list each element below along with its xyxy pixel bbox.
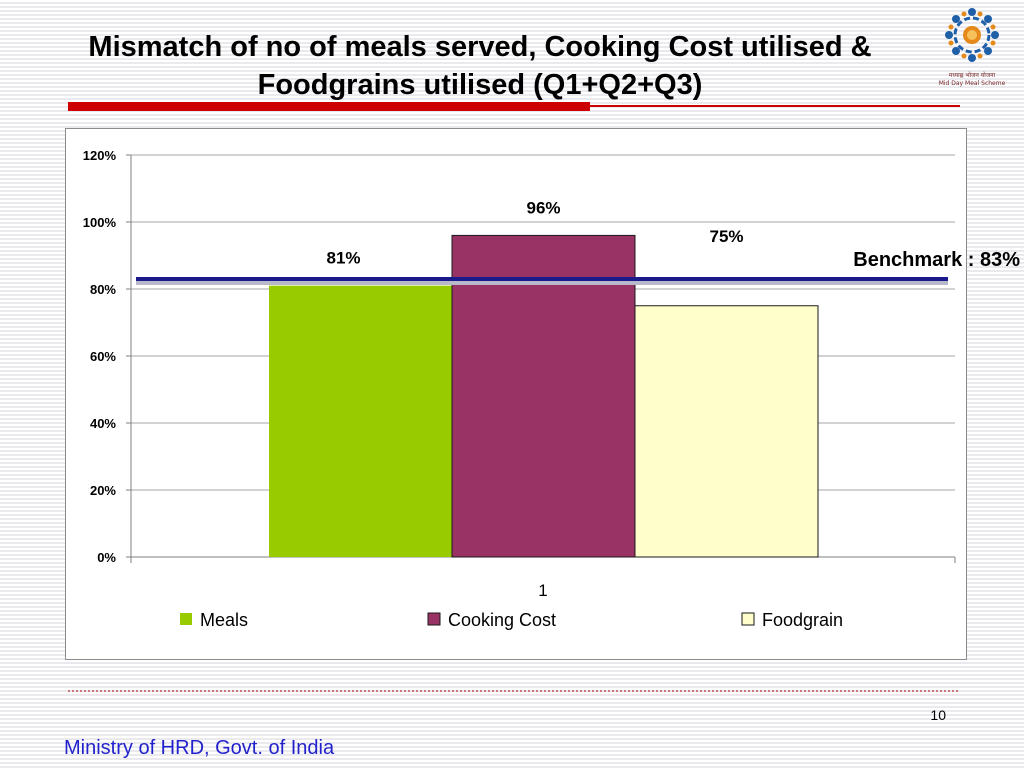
legend-swatch-foodgrain <box>741 612 755 626</box>
mid-day-meal-logo: मध्याह्न भोजन योजना Mid Day Meal Scheme <box>936 2 1008 98</box>
slide-title-line-2: Foodgrains utilised (Q1+Q2+Q3) <box>257 69 703 101</box>
data-label-cooking-cost: 96% <box>526 198 560 217</box>
data-label-foodgrain: 75% <box>709 227 743 246</box>
y-tick-label: 100% <box>83 215 117 230</box>
y-tick-label: 40% <box>90 416 116 431</box>
legend-label-meals: Meals <box>200 610 248 630</box>
logo-caption: मध्याह्न भोजन योजना Mid Day Meal Scheme <box>936 72 1008 88</box>
legend-swatch-cooking-cost <box>427 612 441 626</box>
logo-caption-english: Mid Day Meal Scheme <box>938 80 1006 87</box>
logo-caption-hindi: मध्याह्न भोजन योजना <box>948 72 996 79</box>
legend-label-cooking-cost: Cooking Cost <box>448 610 556 630</box>
slide-title-line-1: Mismatch of no of meals served, Cooking … <box>88 31 872 63</box>
bar-foodgrain <box>634 305 819 558</box>
footer-ministry: Ministry of HRD, Govt. of India <box>64 737 335 759</box>
y-tick-label: 0% <box>97 550 116 565</box>
slide-title: Mismatch of no of meals served, Cooking … <box>0 28 960 104</box>
mid-day-meal-logo-icon <box>945 8 999 62</box>
y-tick-label: 60% <box>90 349 116 364</box>
data-label-meals: 81% <box>326 249 360 268</box>
legend-swatch-meals <box>180 613 192 625</box>
legend-label-foodgrain: Foodgrain <box>762 610 843 630</box>
footer-divider <box>68 690 958 692</box>
benchmark-label: Benchmark : 83% <box>853 249 1020 271</box>
x-category-label: 1 <box>538 581 547 600</box>
page-number: 10 <box>930 707 946 723</box>
title-underline-thick <box>68 102 590 111</box>
title-underline-thin <box>590 105 960 107</box>
title-underline <box>68 102 960 111</box>
bar-cooking-cost <box>451 234 636 558</box>
bar-meals <box>269 285 452 557</box>
y-tick-label: 80% <box>90 282 116 297</box>
y-tick-label: 20% <box>90 483 116 498</box>
y-tick-label: 120% <box>83 148 117 163</box>
